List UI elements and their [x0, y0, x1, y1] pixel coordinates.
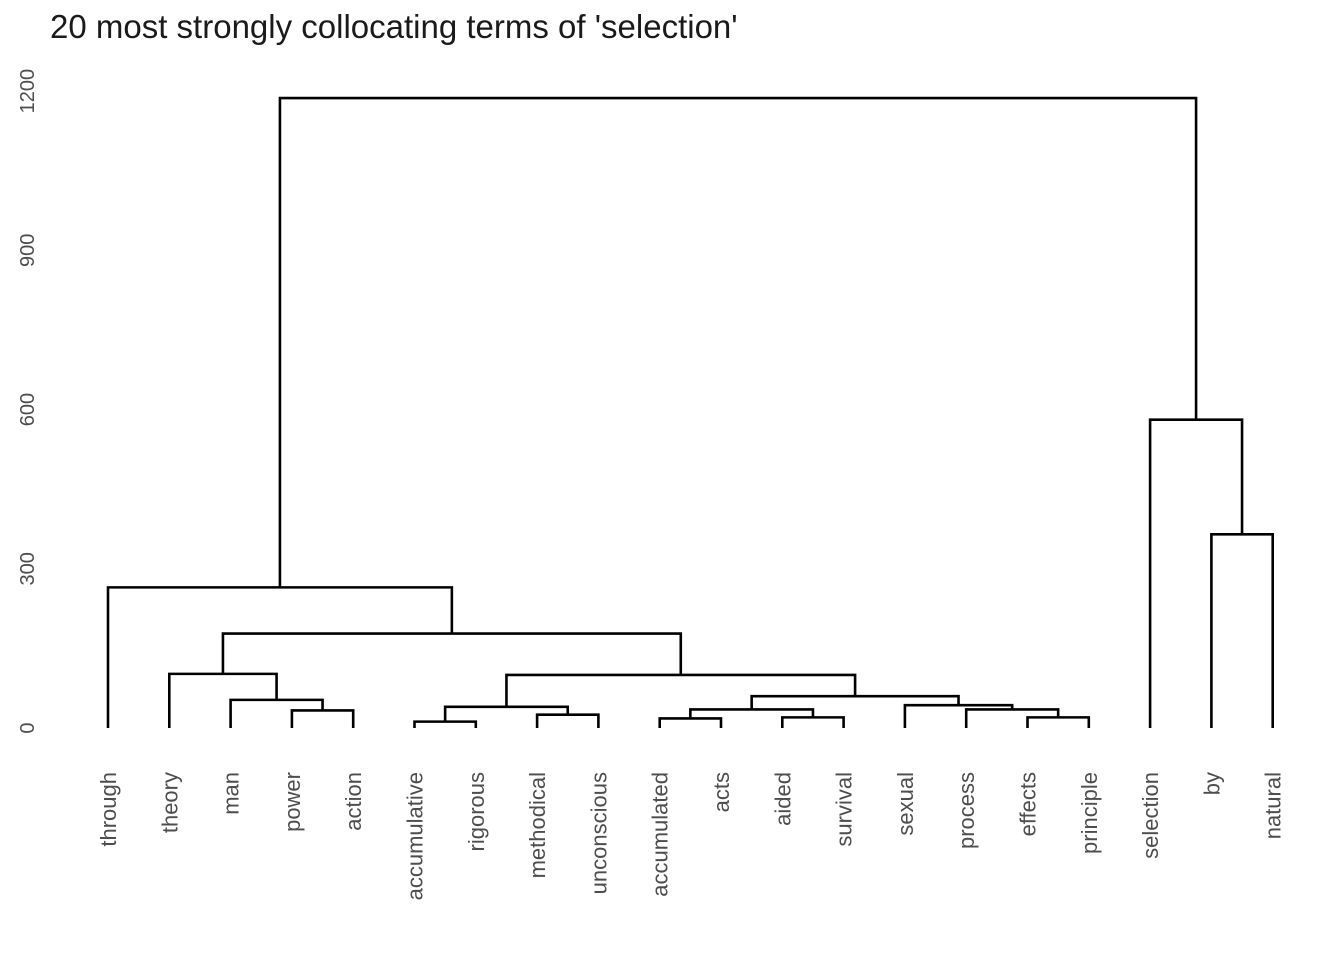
leaf-label: principle — [1077, 772, 1102, 854]
leaf-label: natural — [1261, 772, 1286, 839]
dendrogram-merge — [168, 672, 278, 728]
leaf-label: sexual — [893, 772, 918, 836]
dendrogram-merge — [658, 717, 723, 728]
leaf-label: aided — [770, 772, 795, 826]
leaf-label: through — [96, 772, 121, 847]
leaf-label: accumulative — [403, 772, 428, 900]
dendrogram-merge — [1148, 418, 1244, 728]
leaf-label: theory — [157, 772, 182, 833]
dendrogram-merge — [1210, 532, 1274, 728]
leaf-label: power — [280, 772, 305, 832]
dendrogram-merge — [750, 694, 960, 710]
y-tick-label: 0 — [17, 722, 39, 733]
dendrogram-merge — [505, 673, 857, 707]
leaf-label: acts — [709, 772, 734, 812]
dendrogram-branches — [106, 96, 1274, 728]
dendrogram-merge — [290, 709, 355, 728]
leaf-label: selection — [1138, 772, 1163, 859]
leaf-label: methodical — [525, 772, 550, 878]
chart-title: 20 most strongly collocating terms of 's… — [50, 8, 738, 45]
leaf-labels: through theory man power action accumulative r… — [96, 772, 1286, 900]
leaf-label: rigorous — [464, 772, 489, 851]
dendrogram-merge — [106, 586, 454, 728]
y-tick-label: 1200 — [17, 69, 39, 114]
leaf-label: man — [219, 772, 244, 815]
leaf-label: unconscious — [586, 772, 611, 894]
leaf-label: effects — [1016, 772, 1041, 836]
y-tick-label: 600 — [17, 393, 39, 426]
dendrogram-merge — [964, 708, 1060, 728]
dendrogram-merge — [221, 632, 683, 675]
dendrogram-merge — [903, 703, 1014, 728]
leaf-label: action — [341, 772, 366, 831]
dendrogram-merge — [781, 716, 845, 728]
y-tick-label: 300 — [17, 552, 39, 585]
leaf-label: accumulated — [648, 772, 673, 897]
dendrogram-merge — [229, 698, 324, 728]
leaf-label: by — [1199, 772, 1224, 795]
dendrogram-merge — [278, 96, 1198, 588]
y-axis: 0 300 600 900 1200 — [17, 69, 39, 734]
leaf-label: process — [954, 772, 979, 849]
dendrogram-merge — [413, 720, 478, 728]
y-tick-label: 900 — [17, 234, 39, 267]
dendrogram-merge — [535, 713, 600, 728]
leaf-label: survival — [832, 772, 857, 847]
dendrogram-merge — [1026, 716, 1091, 728]
